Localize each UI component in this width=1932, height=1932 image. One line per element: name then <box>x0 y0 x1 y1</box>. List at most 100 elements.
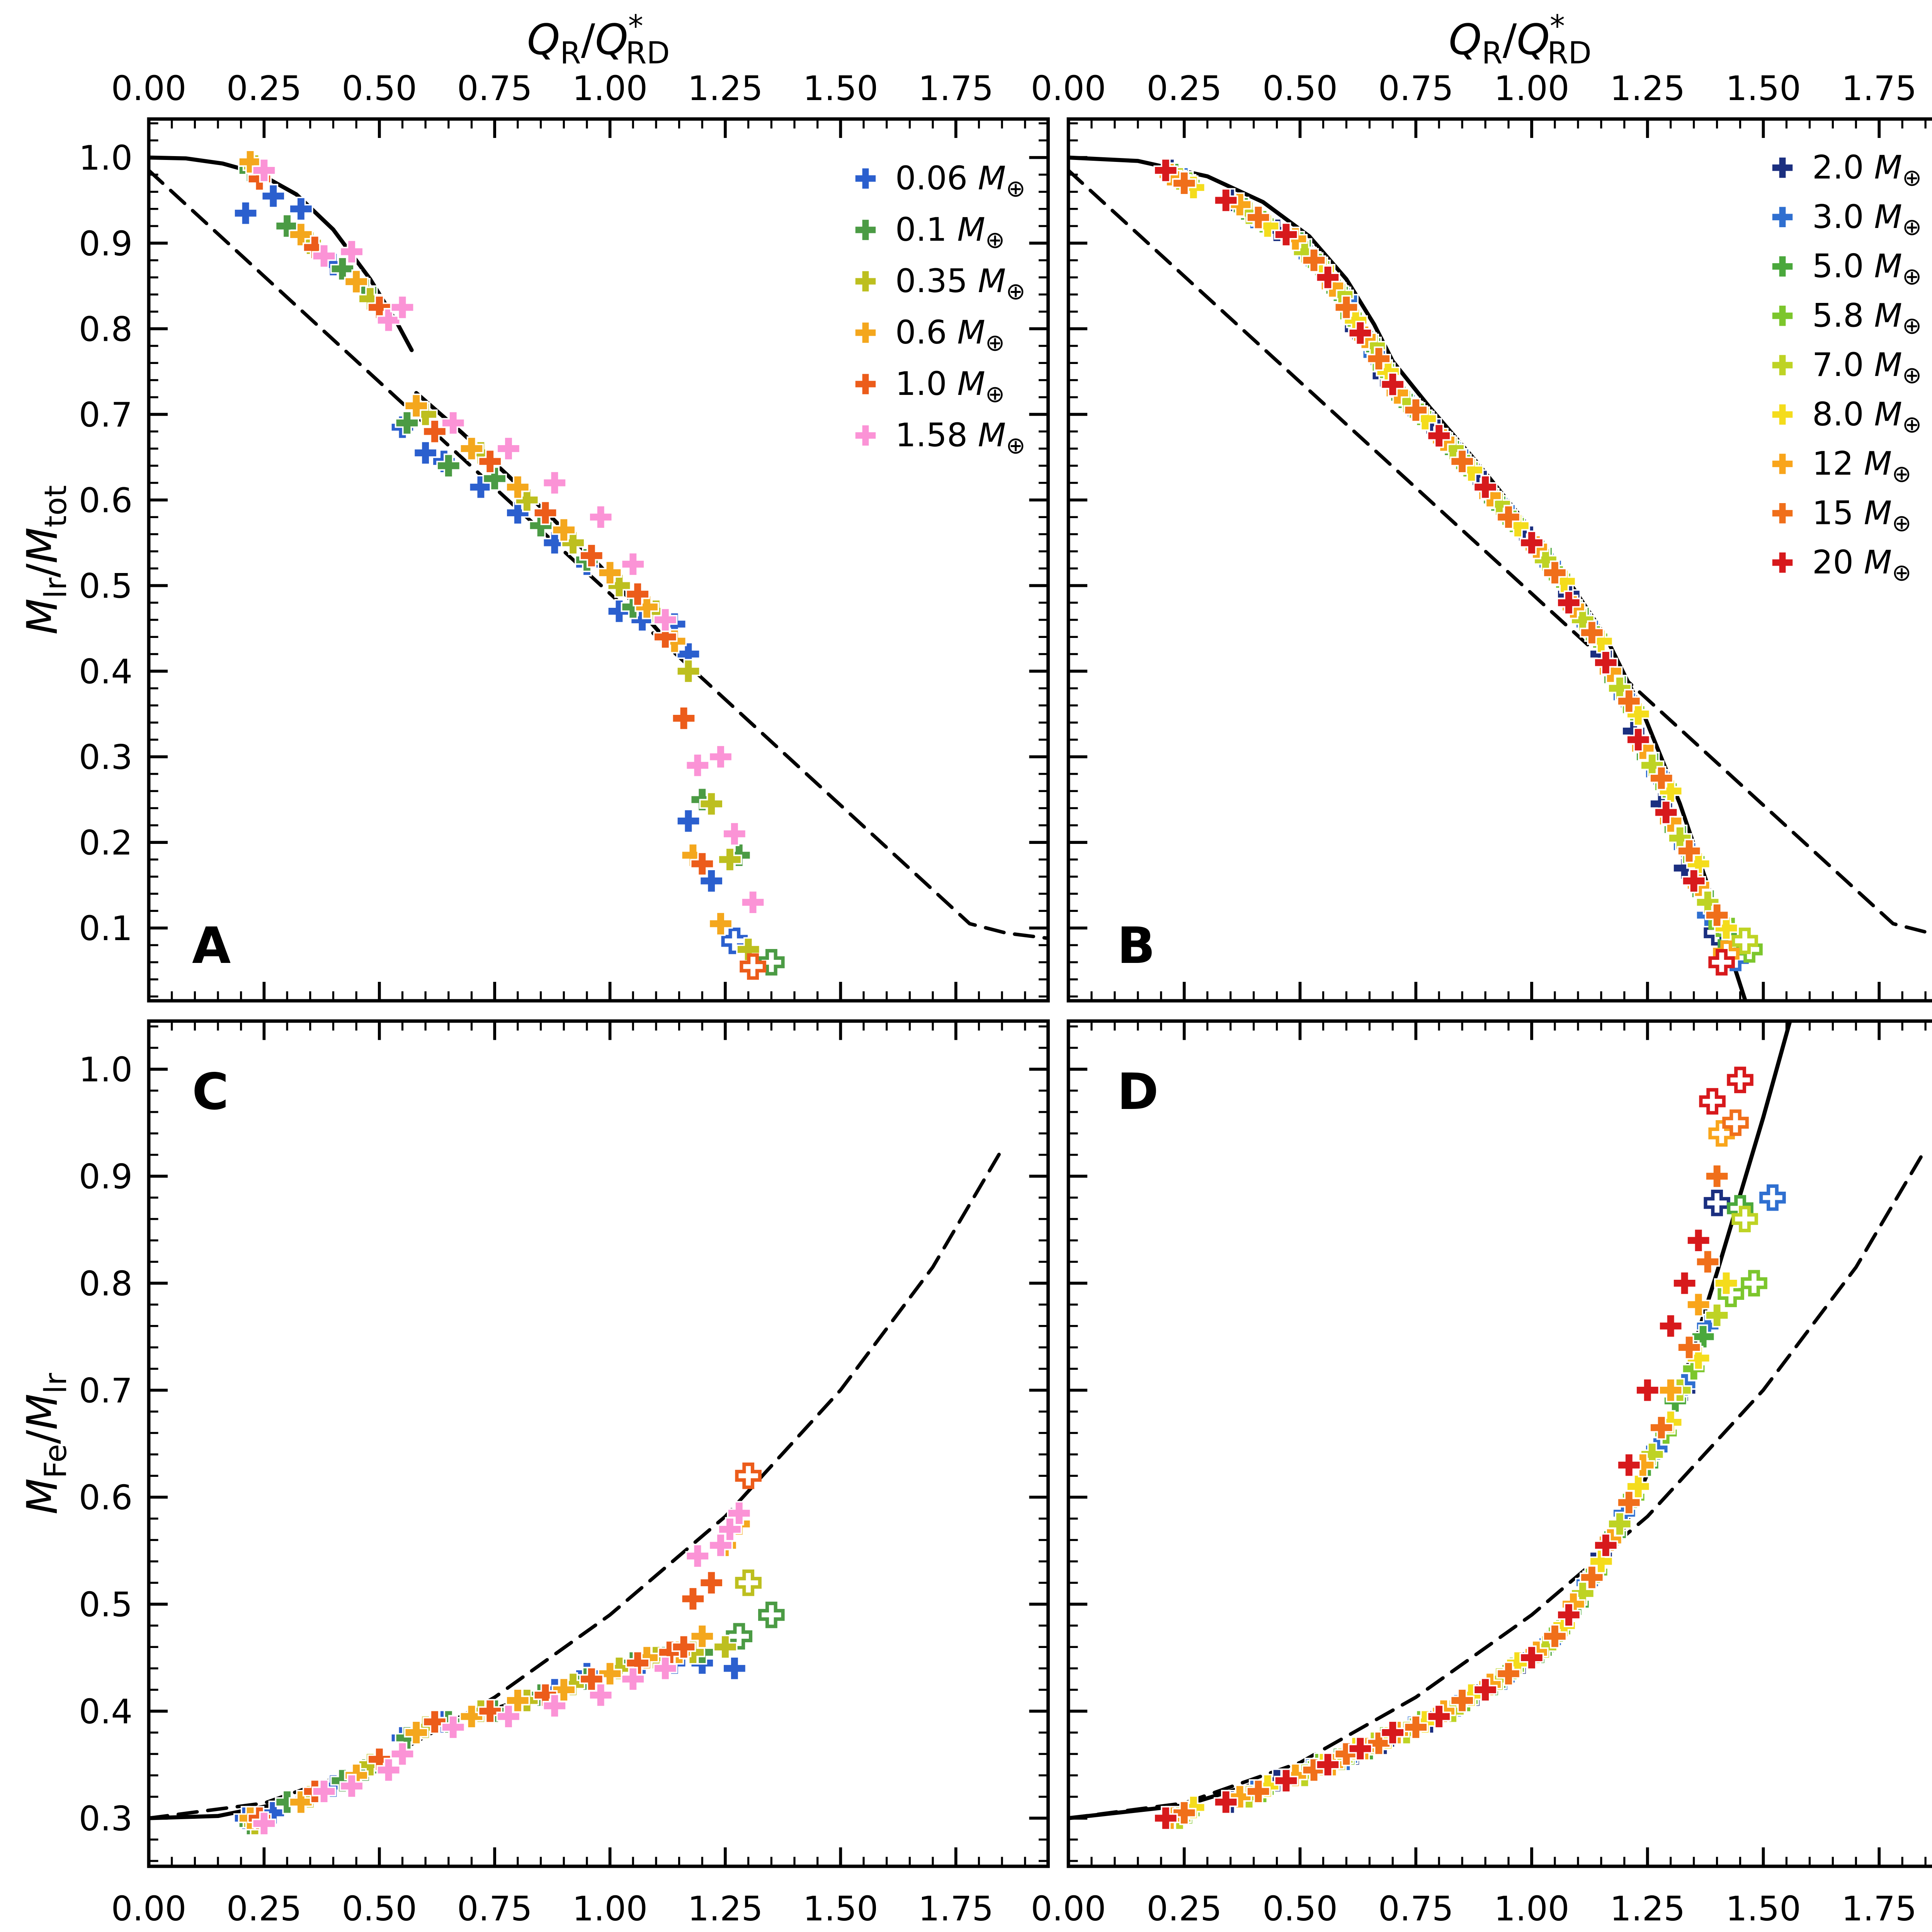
model-curve-dashed <box>1068 1148 1927 1820</box>
data-point <box>1380 1720 1405 1745</box>
data-point <box>718 1517 742 1542</box>
legend-marker <box>1771 156 1794 179</box>
data-point <box>722 1656 747 1681</box>
panel-letter: C <box>192 1063 229 1121</box>
data-point-open <box>740 953 766 980</box>
y-tick-label: 0.6 <box>79 1478 133 1517</box>
x-tick-label: 1.25 <box>1610 1889 1685 1929</box>
data-point <box>1315 265 1340 290</box>
series-0.35-M⊕ <box>242 154 761 962</box>
legend-marker <box>854 372 877 396</box>
data-point <box>1213 1790 1238 1815</box>
y-tick-label: 0.1 <box>79 909 133 948</box>
data-point <box>1334 295 1359 320</box>
data-point <box>1704 903 1730 928</box>
data-point <box>233 201 258 226</box>
legend-marker <box>1771 304 1794 327</box>
y-tick-label: 0.4 <box>79 1692 133 1731</box>
data-point <box>727 1501 752 1526</box>
data-point <box>1658 1313 1683 1338</box>
y-tick-label: 0.4 <box>79 652 133 692</box>
x-tick-label: 0.50 <box>1262 1889 1338 1929</box>
data-point-open <box>1759 1184 1786 1211</box>
y-tick-label: 0.2 <box>79 823 133 863</box>
data-point <box>671 1634 696 1660</box>
tick-labels: 0.000.250.500.751.001.251.501.750.10.20.… <box>1031 69 1917 108</box>
legend-item: 20 M⊕ <box>1771 543 1912 586</box>
data-point <box>708 911 733 936</box>
data-point <box>339 1774 364 1798</box>
series-1.0-M⊕ <box>247 167 766 980</box>
legend-marker <box>1771 354 1794 377</box>
series-0.6-M⊕ <box>238 150 733 936</box>
panel-C: 0.00 0.25 0.50 0.75 1.00 1.25 1.50 1.75 0.3 0.4 0.… <box>18 1019 1050 1929</box>
x-tick-label: 0.50 <box>1262 69 1338 108</box>
data-point <box>1580 620 1604 645</box>
legend-label: 7.0 M⊕ <box>1812 346 1922 389</box>
x-tick-label: 1.00 <box>1494 1889 1570 1929</box>
legend-label: 0.1 M⊕ <box>895 211 1005 253</box>
legend-marker <box>854 424 877 447</box>
data-point <box>699 791 724 816</box>
data-point <box>1677 838 1702 863</box>
series-7.0-M⊕ <box>1167 1206 1758 1831</box>
data-point <box>1519 531 1544 555</box>
y-tick-label: 0.9 <box>79 1157 133 1197</box>
data-point <box>551 517 576 543</box>
x-tick-label: 0.75 <box>457 1889 532 1929</box>
legend-item: 12 M⊕ <box>1771 445 1912 488</box>
data-point <box>404 393 429 418</box>
data-point <box>542 470 567 495</box>
x-tick-label: 0.25 <box>1146 1889 1222 1929</box>
data-point <box>478 1699 502 1724</box>
series-20-M⊕ <box>1153 1066 1753 1831</box>
x-tick-label: 0.50 <box>342 1889 417 1929</box>
data-point <box>1348 321 1373 345</box>
data-point <box>1380 372 1405 397</box>
data-point <box>533 500 558 525</box>
legend-item: 5.8 M⊕ <box>1771 296 1922 340</box>
legend-item: 7.0 M⊕ <box>1771 346 1922 389</box>
series-5.8-M⊕ <box>1177 1270 1767 1825</box>
legend-item: 8.0 M⊕ <box>1771 395 1922 438</box>
y-tick-label: 1.0 <box>79 1050 133 1090</box>
x-tick-label: 1.75 <box>918 1889 993 1929</box>
legend-marker <box>854 218 877 242</box>
data-point <box>1626 1474 1651 1499</box>
legend-item: 0.35 M⊕ <box>854 262 1026 305</box>
legend-item: 3.0 M⊕ <box>1771 198 1922 241</box>
data-point <box>676 809 701 833</box>
series-2.0-M⊕ <box>1158 158 1730 946</box>
legend-marker <box>1771 452 1794 476</box>
data-point <box>404 1720 429 1745</box>
series-12-M⊕ <box>1158 1120 1735 1831</box>
data-point <box>390 295 415 320</box>
legend-label: 2.0 M⊕ <box>1812 148 1922 191</box>
legend-item: 2.0 M⊕ <box>1771 148 1922 191</box>
data-point <box>1686 1292 1711 1317</box>
legend-label: 12 M⊕ <box>1812 445 1912 488</box>
data-point <box>459 436 484 461</box>
series-2.0-M⊕ <box>1158 1189 1730 1831</box>
data-point <box>1172 1800 1197 1825</box>
y-tick-label: 0.7 <box>79 395 133 435</box>
data-point <box>311 243 337 269</box>
data-point <box>1246 205 1271 230</box>
model-curve-solid <box>149 155 414 352</box>
data-point <box>542 531 567 555</box>
data-point <box>311 1779 337 1804</box>
axes-frame <box>147 1019 1050 1868</box>
legend-item: 1.0 M⊕ <box>854 365 1005 408</box>
y-tick-label: 1.0 <box>79 138 133 178</box>
axis-ticks <box>1067 1021 1927 1866</box>
data-point <box>676 659 701 684</box>
data-point <box>1635 1378 1660 1403</box>
data-point <box>1153 1806 1178 1831</box>
data-point <box>1626 727 1651 752</box>
legend-item: 15 M⊕ <box>1771 494 1912 537</box>
x-tick-label: 0.00 <box>111 69 187 108</box>
series-20-M⊕ <box>1153 158 1735 976</box>
data-point <box>376 308 401 333</box>
data-point <box>1473 1677 1498 1702</box>
data-point <box>1366 346 1391 371</box>
